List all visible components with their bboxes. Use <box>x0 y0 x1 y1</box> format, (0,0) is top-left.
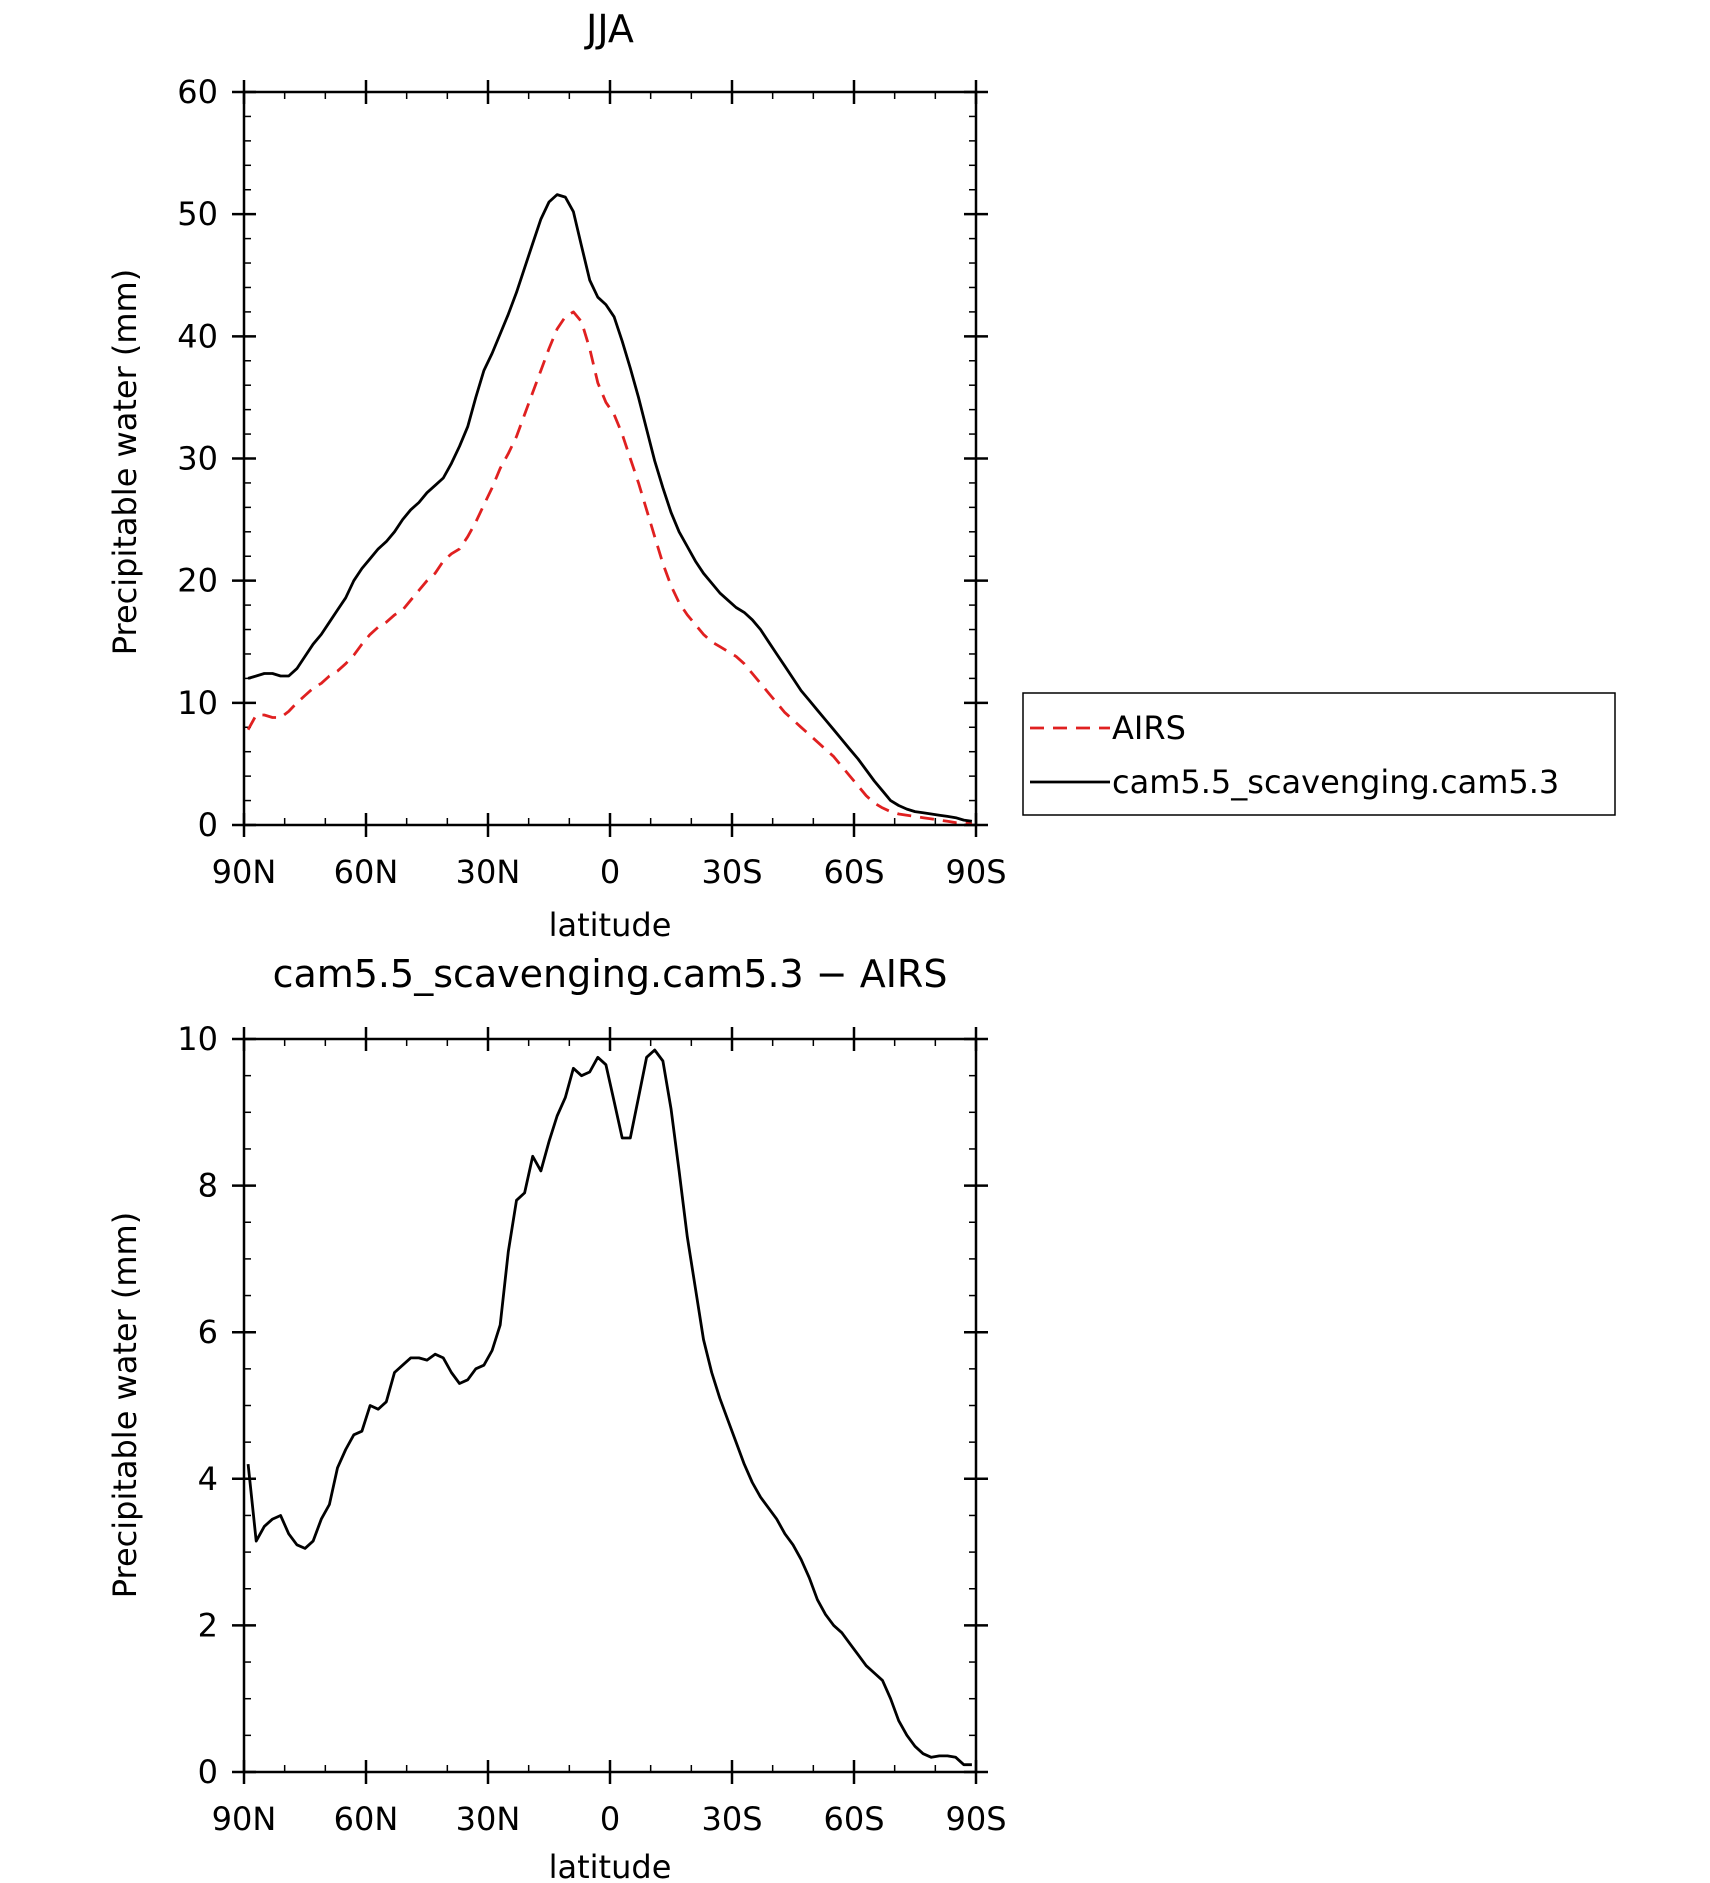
bottom-y-axis-title: Precipitable water (mm) <box>106 1212 144 1598</box>
top-plot-frame <box>242 90 978 827</box>
bottom-series-group <box>246 1048 972 1767</box>
bottom-x-tick-label: 60N <box>334 1800 399 1838</box>
bottom-y-tick-label: 2 <box>198 1606 218 1644</box>
legend: AIRS cam5.5_scavenging.cam5.3 <box>1022 692 1616 816</box>
bottom-y-tick-labels: 0 2 4 6 8 10 <box>177 1020 218 1791</box>
top-y-tick-label: 40 <box>177 317 218 355</box>
top-y-axis-title: Precipitable water (mm) <box>106 269 144 655</box>
top-y-tick-label: 0 <box>198 806 218 844</box>
legend-box <box>1022 692 1616 816</box>
top-plot-title: JJA <box>584 7 634 51</box>
top-y-tick-label: 30 <box>177 440 218 478</box>
top-x-tick-label: 90S <box>945 853 1006 891</box>
panel-top-jja: JJA 0 10 20 30 40 50 60 90N 60N 30N 0 30S 60S 90S la… <box>106 7 1616 944</box>
top-y-tick-label: 20 <box>177 562 218 600</box>
top-x-tick-label: 30N <box>456 853 521 891</box>
bottom-plot-frame <box>242 1037 978 1774</box>
top-x-tick-labels: 90N 60N 30N 0 30S 60S 90S <box>212 853 1007 891</box>
bottom-tick-marks <box>232 1027 988 1784</box>
top-y-tick-label: 60 <box>177 73 218 111</box>
top-y-tick-label: 10 <box>177 684 218 722</box>
bottom-x-tick-label: 30S <box>701 1800 762 1838</box>
top-x-tick-label: 0 <box>600 853 620 891</box>
bottom-plot-title: cam5.5_scavenging.cam5.3 − AIRS <box>273 952 948 996</box>
top-series-line-airs <box>246 310 973 826</box>
top-x-tick-label: 30S <box>701 853 762 891</box>
bottom-y-tick-label: 0 <box>198 1753 218 1791</box>
bottom-series-line-difference <box>246 1048 972 1767</box>
top-series-line-cam5-5-scavenging-cam5-3 <box>247 193 973 823</box>
legend-label-airs: AIRS <box>1112 709 1186 747</box>
panel-bottom-difference: cam5.5_scavenging.cam5.3 − AIRS 0246810 … <box>106 952 1007 1883</box>
bottom-y-tick-label: 6 <box>198 1313 218 1351</box>
top-x-tick-label: 90N <box>212 853 277 891</box>
bottom-x-tick-label: 60S <box>823 1800 884 1838</box>
bottom-y-tick-label: 10 <box>177 1020 218 1058</box>
bottom-x-tick-label: 30N <box>456 1800 521 1838</box>
bottom-x-tick-label: 90N <box>212 1800 277 1838</box>
legend-label-cam: cam5.5_scavenging.cam5.3 <box>1112 763 1559 801</box>
top-y-tick-labels: 0 10 20 30 40 50 60 <box>177 73 218 844</box>
bottom-x-axis-title: latitude <box>549 1848 672 1883</box>
top-x-tick-label: 60N <box>334 853 399 891</box>
top-tick-marks <box>232 80 988 837</box>
top-x-tick-label: 60S <box>823 853 884 891</box>
bottom-y-tick-label: 4 <box>198 1460 218 1498</box>
bottom-y-tick-label: 8 <box>198 1167 218 1205</box>
top-x-axis-title: latitude <box>549 906 672 944</box>
top-series-group <box>246 193 973 826</box>
top-y-tick-label: 50 <box>177 195 218 233</box>
bottom-x-tick-label: 0 <box>600 1800 620 1838</box>
bottom-x-tick-labels: 90N 60N 30N 0 30S 60S 90S <box>212 1800 1007 1838</box>
bottom-x-tick-label: 90S <box>945 1800 1006 1838</box>
